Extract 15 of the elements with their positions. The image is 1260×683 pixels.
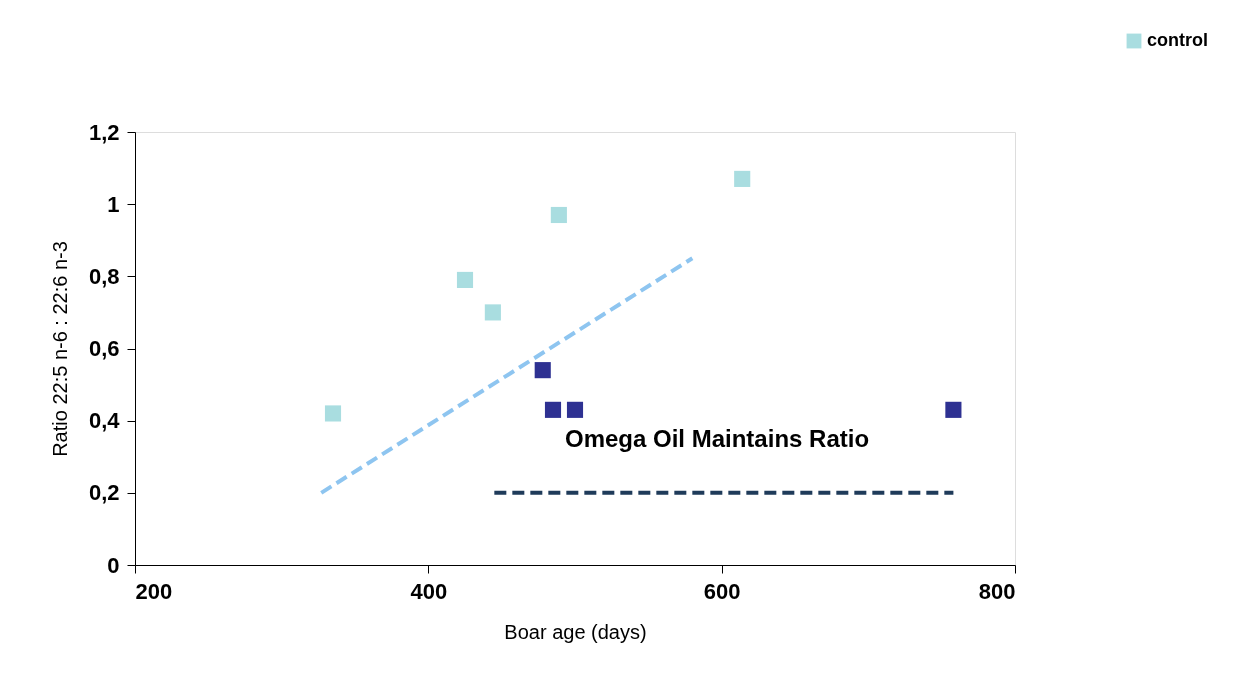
x-tick-label: 600 — [703, 578, 741, 604]
y-axis-title: Ratio 22:5 n-6 : 22:6 n-3 — [48, 241, 71, 457]
legend-label: control — [1147, 30, 1208, 50]
y-tick-label: 0,4 — [88, 408, 121, 434]
annotation: Omega Oil Maintains Ratio — [565, 425, 870, 452]
y-tick-label: 0,8 — [88, 263, 120, 289]
y-tick-label: 1,2 — [88, 119, 120, 145]
y-tick-label: 0,2 — [88, 480, 120, 506]
y-tick-label: 0,6 — [88, 336, 120, 361]
y-tick-label: 0 — [107, 552, 120, 578]
x-axis-title: Boar age (days) — [504, 620, 647, 643]
x-tick-label: 200 — [135, 578, 173, 604]
y-tick-label: 1 — [107, 191, 120, 217]
x-tick-label: 800 — [978, 578, 1016, 604]
x-tick-label: 400 — [410, 578, 448, 604]
